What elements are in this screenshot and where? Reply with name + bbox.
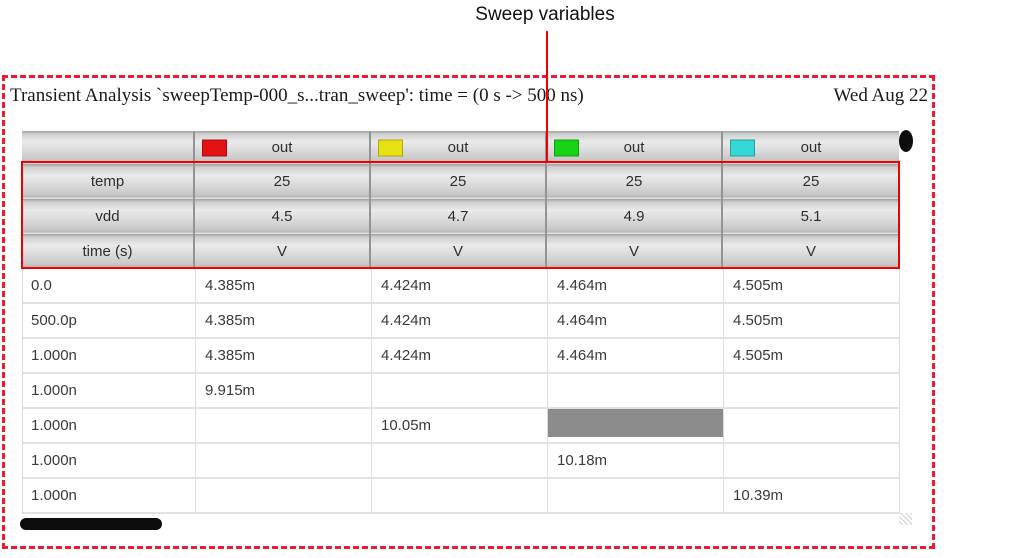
data-value-cell[interactable]: [372, 374, 548, 409]
sweep-variable-name-cell[interactable]: vdd: [22, 199, 195, 234]
table-row: 1.000n 10.18m: [23, 444, 900, 479]
sweep-variable-name-cell[interactable]: time (s): [22, 234, 195, 269]
signal-name-label: out: [271, 139, 293, 156]
table-row: 1.000n 10.05m: [23, 409, 900, 444]
data-value-cell[interactable]: 4.464m: [548, 339, 724, 374]
sweep-variable-value-cell[interactable]: 25: [371, 164, 547, 199]
window-title-bar: Transient Analysis `sweepTemp-000_s...tr…: [10, 85, 928, 107]
data-value-cell[interactable]: [196, 479, 372, 514]
resize-grip-icon[interactable]: [899, 513, 912, 525]
time-value-cell[interactable]: 1.000n: [23, 339, 196, 374]
signal-header-cell[interactable]: out: [195, 131, 371, 164]
data-value-cell[interactable]: 10.05m: [372, 409, 548, 444]
sweep-variable-value-cell[interactable]: 4.5: [195, 199, 371, 234]
signal-header-cell[interactable]: out: [723, 131, 899, 164]
sweep-variable-name-cell[interactable]: temp: [22, 164, 195, 199]
data-value-cell[interactable]: 4.505m: [724, 304, 900, 339]
data-value-cell[interactable]: [196, 409, 372, 444]
signal-header-cell[interactable]: out: [547, 131, 723, 164]
trace-color-swatch: [554, 139, 579, 156]
data-rows: 0.0 4.385m 4.424m 4.464m 4.505m 500.0p 4.385m 4…: [22, 269, 900, 514]
sweep-variable-value-cell[interactable]: V: [723, 234, 899, 269]
sweep-variable-value-cell[interactable]: V: [547, 234, 723, 269]
table-row: 1.000n 10.39m: [23, 479, 900, 514]
sweep-variable-value-cell[interactable]: V: [371, 234, 547, 269]
data-value-cell[interactable]: [372, 444, 548, 479]
sweep-variable-value-cell[interactable]: 25: [195, 164, 371, 199]
data-value-cell[interactable]: 4.464m: [548, 304, 724, 339]
signal-header-cell[interactable]: out: [371, 131, 547, 164]
time-value-cell[interactable]: 1.000n: [23, 374, 196, 409]
data-value-cell[interactable]: [724, 374, 900, 409]
data-value-cell[interactable]: 10.18m: [548, 444, 724, 479]
sweep-variable-row: time (s) V V V V: [22, 234, 899, 269]
sweep-variable-value-cell[interactable]: 4.9: [547, 199, 723, 234]
annotation-pointer-line: [546, 31, 548, 163]
data-value-cell[interactable]: 4.424m: [372, 304, 548, 339]
data-value-cell[interactable]: [372, 479, 548, 514]
table-row: 1.000n 4.385m 4.424m 4.464m 4.505m: [23, 339, 900, 374]
sweep-variable-rows: temp 25 25 25 25 vdd 4.5 4.7 4.9 5.1 time (s) V V V V: [22, 164, 899, 269]
sweep-variables-annotation-label: Sweep variables: [475, 4, 615, 25]
data-value-cell[interactable]: 9.915m: [196, 374, 372, 409]
data-value-cell[interactable]: 10.39m: [724, 479, 900, 514]
header-corner-cell[interactable]: [22, 131, 195, 164]
vertical-scrollbar-thumb[interactable]: [899, 130, 913, 152]
sweep-variable-value-cell[interactable]: 25: [547, 164, 723, 199]
table-row: 500.0p 4.385m 4.424m 4.464m 4.505m: [23, 304, 900, 339]
data-value-cell[interactable]: 4.385m: [196, 269, 372, 304]
data-value-cell[interactable]: [196, 444, 372, 479]
table-row: 1.000n 9.915m: [23, 374, 900, 409]
sweep-variable-row: vdd 4.5 4.7 4.9 5.1: [22, 199, 899, 234]
data-value-cell[interactable]: 4.464m: [548, 269, 724, 304]
data-value-cell[interactable]: [548, 374, 724, 409]
sweep-variable-value-cell[interactable]: 4.7: [371, 199, 547, 234]
time-value-cell[interactable]: 1.000n: [23, 444, 196, 479]
selected-data-cell[interactable]: [548, 409, 724, 444]
results-table: out out out out temp 25 25 25 25 vdd 4.5 4.7 4.9 5.1…: [22, 131, 900, 514]
data-value-cell[interactable]: [724, 409, 900, 444]
sweep-variable-value-cell[interactable]: V: [195, 234, 371, 269]
trace-color-swatch: [378, 139, 403, 156]
analysis-date: Wed Aug 22: [833, 85, 928, 106]
table-row: 0.0 4.385m 4.424m 4.464m 4.505m: [23, 269, 900, 304]
sweep-variable-row: temp 25 25 25 25: [22, 164, 899, 199]
signal-header-row: out out out out: [22, 131, 899, 164]
data-value-cell[interactable]: 4.424m: [372, 339, 548, 374]
trace-color-swatch: [202, 139, 227, 156]
time-value-cell[interactable]: 1.000n: [23, 479, 196, 514]
time-value-cell[interactable]: 0.0: [23, 269, 196, 304]
sweep-variable-value-cell[interactable]: 25: [723, 164, 899, 199]
analysis-title: Transient Analysis `sweepTemp-000_s...tr…: [10, 85, 584, 106]
time-value-cell[interactable]: 1.000n: [23, 409, 196, 444]
signal-name-label: out: [623, 139, 645, 156]
data-value-cell[interactable]: 4.505m: [724, 269, 900, 304]
signal-name-label: out: [447, 139, 469, 156]
time-value-cell[interactable]: 500.0p: [23, 304, 196, 339]
signal-name-label: out: [800, 139, 822, 156]
data-value-cell[interactable]: [548, 479, 724, 514]
data-value-cell[interactable]: 4.505m: [724, 339, 900, 374]
data-value-cell[interactable]: 4.385m: [196, 304, 372, 339]
data-value-cell[interactable]: 4.424m: [372, 269, 548, 304]
data-value-cell[interactable]: 4.385m: [196, 339, 372, 374]
horizontal-scrollbar-thumb[interactable]: [20, 518, 162, 530]
trace-color-swatch: [730, 139, 755, 156]
data-value-cell[interactable]: [724, 444, 900, 479]
sweep-variable-value-cell[interactable]: 5.1: [723, 199, 899, 234]
